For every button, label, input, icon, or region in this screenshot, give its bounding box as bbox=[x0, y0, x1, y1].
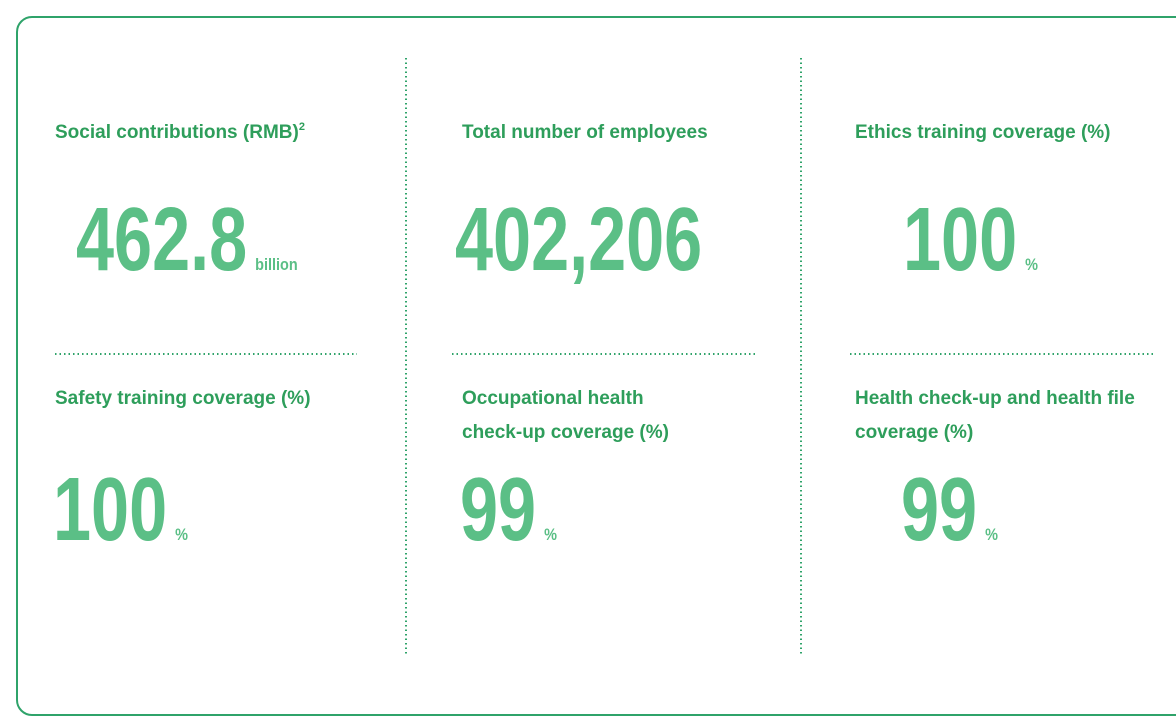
stat-unit: % bbox=[1025, 256, 1038, 274]
stat-unit: % bbox=[985, 526, 998, 544]
stat-label: Safety training coverage (%) bbox=[55, 382, 385, 416]
stat-unit: % bbox=[175, 526, 188, 544]
stat-value: 99 bbox=[460, 459, 536, 559]
stat-value: 402,206 bbox=[455, 189, 702, 289]
stat-label-text: Occupational health check-up coverage (%… bbox=[462, 388, 669, 443]
stat-value: 99 bbox=[901, 459, 977, 559]
stat-label-text: Safety training coverage (%) bbox=[55, 388, 311, 409]
stat-label-text: Social contributions (RMB) bbox=[55, 122, 299, 143]
stat-value: 462.8 bbox=[76, 189, 247, 289]
stat-label-text: Health check-up and health file coverage… bbox=[855, 388, 1135, 443]
stat-value: 100 bbox=[903, 189, 1017, 289]
stat-label-text: Ethics training coverage (%) bbox=[855, 122, 1111, 143]
footnote-mark: 2 bbox=[298, 121, 305, 133]
stat-value: 100 bbox=[53, 459, 167, 559]
stat-label: Total number of employees bbox=[462, 116, 782, 150]
stat-label: Ethics training coverage (%) bbox=[855, 116, 1175, 150]
stat-label-text: Total number of employees bbox=[462, 122, 708, 143]
stat-label: Health check-up and health file coverage… bbox=[855, 382, 1150, 450]
dividers bbox=[55, 58, 1153, 655]
stat-unit: billion bbox=[255, 256, 298, 274]
stat-label: Occupational health check-up coverage (%… bbox=[462, 382, 707, 450]
stat-unit: % bbox=[544, 526, 557, 544]
figures: 462.8 billion 402,206 100 % 100% 99% 99% bbox=[53, 58, 1153, 655]
stat-label: Social contributions (RMB)2 bbox=[55, 116, 385, 150]
